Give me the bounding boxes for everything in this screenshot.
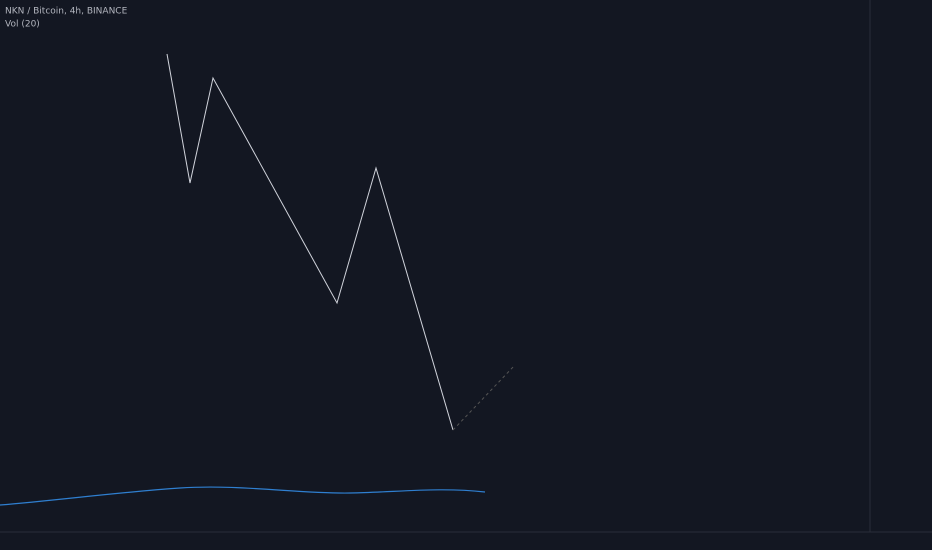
indicator-label: Vol (20) (5, 20, 40, 30)
wave-projection (452, 364, 516, 431)
volume-ma (0, 486, 486, 506)
wave-line (166, 53, 454, 431)
chart-title: NKN / Bitcoin, 4h, BINANCE (5, 7, 128, 17)
price-axis (870, 0, 932, 550)
